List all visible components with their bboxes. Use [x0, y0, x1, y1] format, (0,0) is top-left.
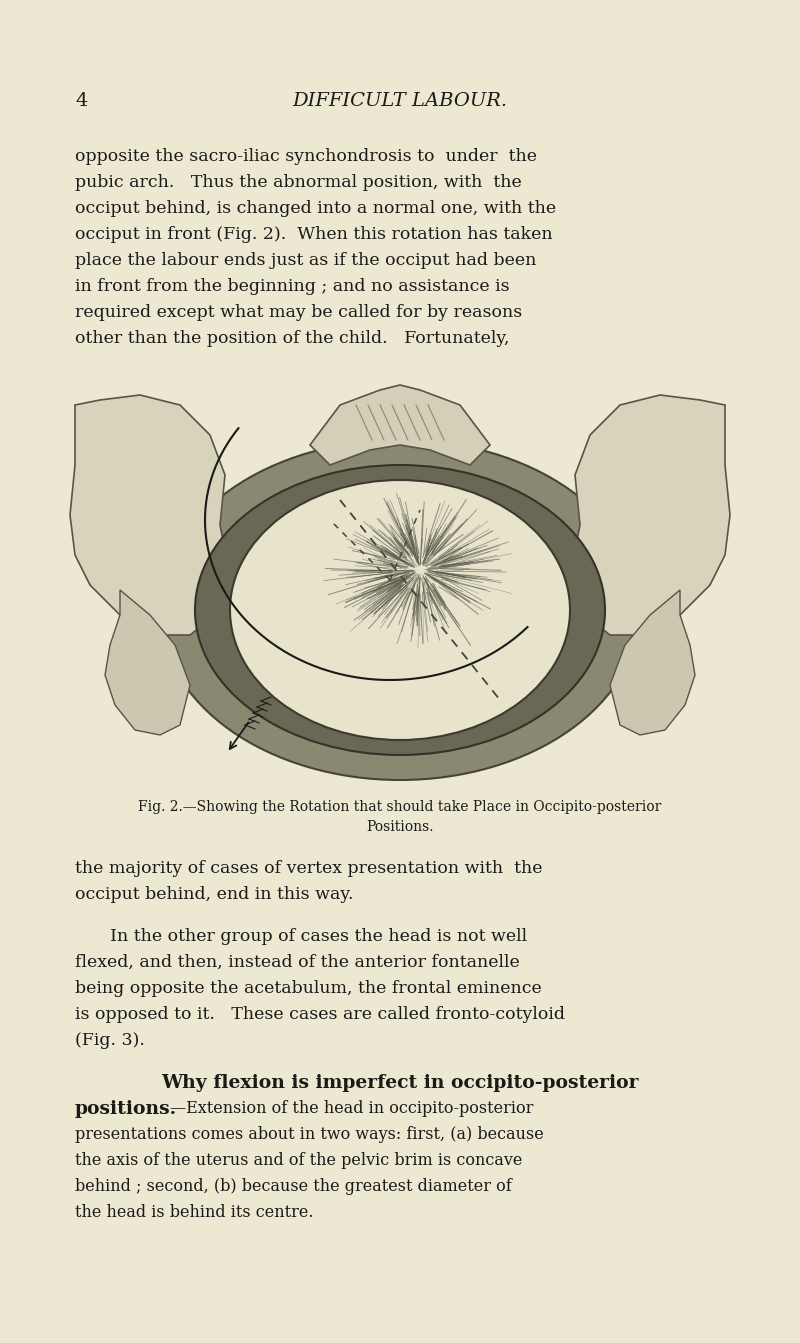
Text: place the labour ends just as if the occiput had been: place the labour ends just as if the occ… [75, 252, 536, 269]
Ellipse shape [216, 568, 254, 633]
Text: In the other group of cases the head is not well: In the other group of cases the head is … [110, 928, 527, 945]
Polygon shape [70, 395, 230, 635]
Ellipse shape [195, 465, 605, 755]
Text: required except what may be called for by reasons: required except what may be called for b… [75, 304, 522, 321]
Polygon shape [310, 385, 490, 465]
Polygon shape [570, 395, 730, 635]
Ellipse shape [546, 568, 584, 633]
Text: being opposite the acetabulum, the frontal eminence: being opposite the acetabulum, the front… [75, 980, 542, 997]
Text: the head is behind its centre.: the head is behind its centre. [75, 1205, 314, 1221]
Text: other than the position of the child.   Fortunately,: other than the position of the child. Fo… [75, 330, 510, 346]
Text: Why flexion is imperfect in occipito-posterior: Why flexion is imperfect in occipito-pos… [162, 1074, 638, 1092]
Text: flexed, and then, instead of the anterior fontanelle: flexed, and then, instead of the anterio… [75, 954, 520, 971]
Polygon shape [105, 590, 190, 735]
Text: Positions.: Positions. [366, 821, 434, 834]
Text: positions.: positions. [75, 1100, 177, 1117]
Polygon shape [610, 590, 695, 735]
Text: behind ; second, (b) because the greatest diameter of: behind ; second, (b) because the greates… [75, 1178, 512, 1195]
Text: the majority of cases of vertex presentation with  the: the majority of cases of vertex presenta… [75, 860, 542, 877]
Text: —Extension of the head in occipito-posterior: —Extension of the head in occipito-poste… [170, 1100, 534, 1117]
Text: the axis of the uterus and of the pelvic brim is concave: the axis of the uterus and of the pelvic… [75, 1152, 522, 1168]
Text: (Fig. 3).: (Fig. 3). [75, 1031, 145, 1049]
Text: presentations comes about in two ways: first, (a) because: presentations comes about in two ways: f… [75, 1125, 544, 1143]
Text: in front from the beginning ; and no assistance is: in front from the beginning ; and no ass… [75, 278, 510, 295]
Text: Fig. 2.—Showing the Rotation that should take Place in Occipito-posterior: Fig. 2.—Showing the Rotation that should… [138, 800, 662, 814]
Text: 4: 4 [75, 93, 87, 110]
Ellipse shape [381, 710, 419, 739]
Text: is opposed to it.   These cases are called fronto-cotyloid: is opposed to it. These cases are called… [75, 1006, 565, 1023]
Ellipse shape [160, 441, 640, 780]
Text: occiput behind, end in this way.: occiput behind, end in this way. [75, 886, 354, 902]
Text: occiput behind, is changed into a normal one, with the: occiput behind, is changed into a normal… [75, 200, 556, 218]
Text: pubic arch.   Thus the abnormal position, with  the: pubic arch. Thus the abnormal position, … [75, 175, 522, 191]
Text: occiput in front (Fig. 2).  When this rotation has taken: occiput in front (Fig. 2). When this rot… [75, 226, 553, 243]
Text: DIFFICULT LABOUR.: DIFFICULT LABOUR. [293, 93, 507, 110]
Ellipse shape [230, 479, 570, 740]
Text: opposite the sacro-iliac synchondrosis to  under  the: opposite the sacro-iliac synchondrosis t… [75, 148, 537, 165]
